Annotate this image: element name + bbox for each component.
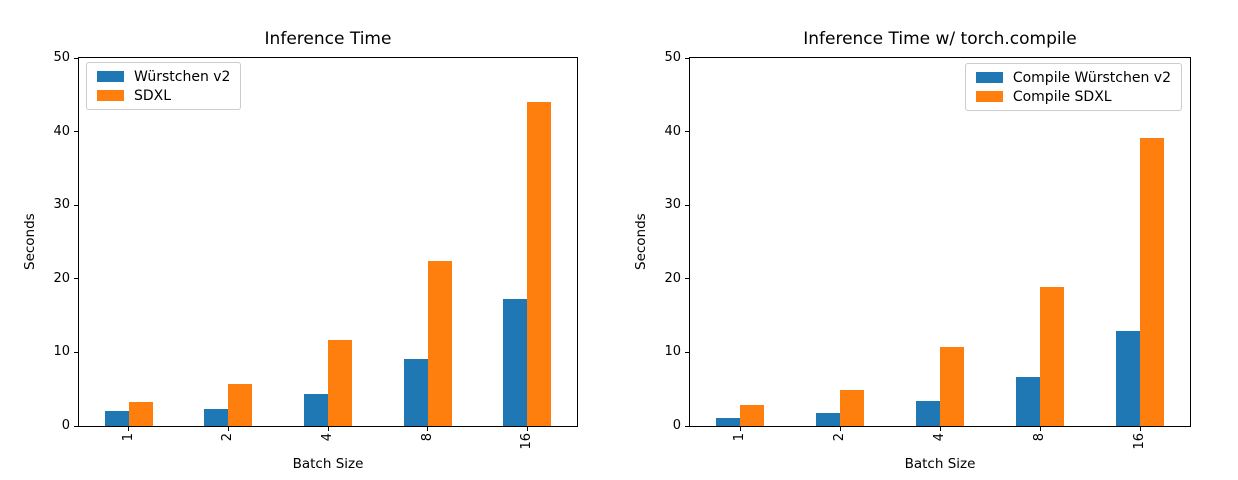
y-tick-label: 40	[664, 123, 681, 139]
x-tick-mark	[227, 427, 229, 431]
x-tick-mark	[839, 427, 841, 431]
x-tick-label: 8	[1032, 433, 1047, 442]
y-tick-mark	[74, 57, 78, 59]
y-tick-mark	[74, 278, 78, 280]
legend-label: Compile SDXL	[1012, 88, 1112, 105]
y-tick-mark	[685, 57, 689, 59]
y-tick-label: 10	[664, 344, 681, 360]
bar-compile-w-rstchen-v2-batch-4	[916, 400, 940, 426]
bar-w-rstchen-v2-batch-2	[204, 409, 229, 426]
bar-sdxl-batch-8	[427, 261, 452, 426]
y-tick-mark	[685, 278, 689, 280]
y-tick-label: 10	[53, 344, 70, 360]
bar-w-rstchen-v2-batch-16	[503, 298, 528, 426]
x-tick-label: 8	[419, 433, 435, 442]
x-tick-label: 1	[732, 433, 747, 442]
bar-compile-sdxl-batch-1	[740, 404, 764, 426]
x-tick-label: 16	[519, 433, 535, 450]
legend-color-patch	[97, 71, 124, 82]
y-tick-mark	[74, 204, 78, 206]
x-axis-label: Batch Size	[904, 456, 976, 472]
legend-color-patch	[975, 91, 1003, 102]
y-axis-label: Seconds	[22, 213, 38, 271]
x-tick-label: 1	[120, 433, 136, 442]
y-tick-label: 20	[53, 270, 70, 286]
y-tick-label: 30	[664, 197, 681, 213]
legend-color-patch	[97, 90, 124, 101]
x-tick-label: 16	[1132, 433, 1147, 450]
y-tick-mark	[685, 425, 689, 427]
bar-compile-sdxl-batch-2	[840, 389, 864, 426]
chart-title: Inference Time w/ torch.compile	[803, 29, 1077, 49]
y-tick-label: 20	[664, 270, 681, 286]
y-tick-label: 50	[664, 50, 681, 65]
y-tick-label: 0	[61, 418, 70, 433]
legend-item: Würstchen v2	[97, 68, 230, 85]
bar-sdxl-batch-2	[228, 384, 253, 426]
y-axis-label: Seconds	[633, 213, 649, 271]
y-tick-mark	[685, 131, 689, 133]
x-tick-mark	[128, 427, 130, 431]
legend-color-patch	[975, 72, 1003, 83]
bar-compile-w-rstchen-v2-batch-16	[1116, 331, 1140, 426]
y-tick-label: 30	[53, 197, 70, 213]
bar-compile-sdxl-batch-8	[1040, 286, 1064, 426]
x-tick-mark	[327, 427, 329, 431]
x-tick-label: 4	[320, 433, 335, 442]
y-tick-mark	[74, 425, 78, 427]
legend-item: Compile SDXL	[975, 88, 1171, 105]
x-tick-mark	[427, 427, 429, 431]
plot-area: 0 10 20 30 40 50 1 2 4 8 16 Würstchen v2 SDXL	[53, 51, 578, 450]
bar-compile-sdxl-batch-16	[1140, 138, 1164, 426]
x-tick-label: 2	[832, 433, 847, 442]
y-tick-label: 50	[53, 50, 70, 65]
y-tick-mark	[74, 131, 78, 133]
x-tick-mark	[526, 427, 528, 431]
x-tick-label: 2	[220, 433, 236, 442]
y-tick-label: 40	[53, 123, 70, 139]
legend-label: Würstchen v2	[134, 68, 231, 85]
x-tick-label: 4	[932, 433, 947, 442]
x-axis-label: Batch Size	[292, 456, 364, 472]
legend-label: SDXL	[134, 87, 172, 104]
x-tick-mark	[739, 427, 741, 431]
bar-compile-w-rstchen-v2-batch-1	[716, 417, 740, 426]
legend-item: Compile Würstchen v2	[975, 69, 1171, 86]
y-tick-mark	[74, 351, 78, 353]
legend-item: SDXL	[97, 87, 230, 104]
x-tick-mark	[1139, 427, 1141, 431]
bar-w-rstchen-v2-batch-4	[304, 393, 328, 426]
legend-label: Compile Würstchen v2	[1012, 69, 1171, 86]
chart-title: Inference Time	[264, 29, 392, 49]
bar-sdxl-batch-16	[527, 102, 552, 426]
bar-compile-sdxl-batch-4	[940, 346, 964, 426]
bar-sdxl-batch-1	[128, 401, 153, 426]
legend: Würstchen v2 SDXL	[86, 62, 242, 110]
bar-w-rstchen-v2-batch-1	[104, 411, 129, 426]
y-tick-mark	[685, 351, 689, 353]
bar-sdxl-batch-4	[328, 339, 352, 426]
plot-area: 0 10 20 30 40 50 1 2 4 8 16 Compile Würstchen v2 Com…	[664, 51, 1191, 450]
bar-w-rstchen-v2-batch-8	[403, 359, 428, 426]
x-tick-mark	[939, 427, 941, 431]
x-tick-mark	[1039, 427, 1041, 431]
legend: Compile Würstchen v2 Compile SDXL	[964, 63, 1182, 111]
y-tick-mark	[685, 204, 689, 206]
bar-compile-w-rstchen-v2-batch-2	[816, 412, 840, 426]
y-tick-label: 0	[672, 418, 681, 433]
bar-compile-w-rstchen-v2-batch-8	[1016, 376, 1040, 426]
